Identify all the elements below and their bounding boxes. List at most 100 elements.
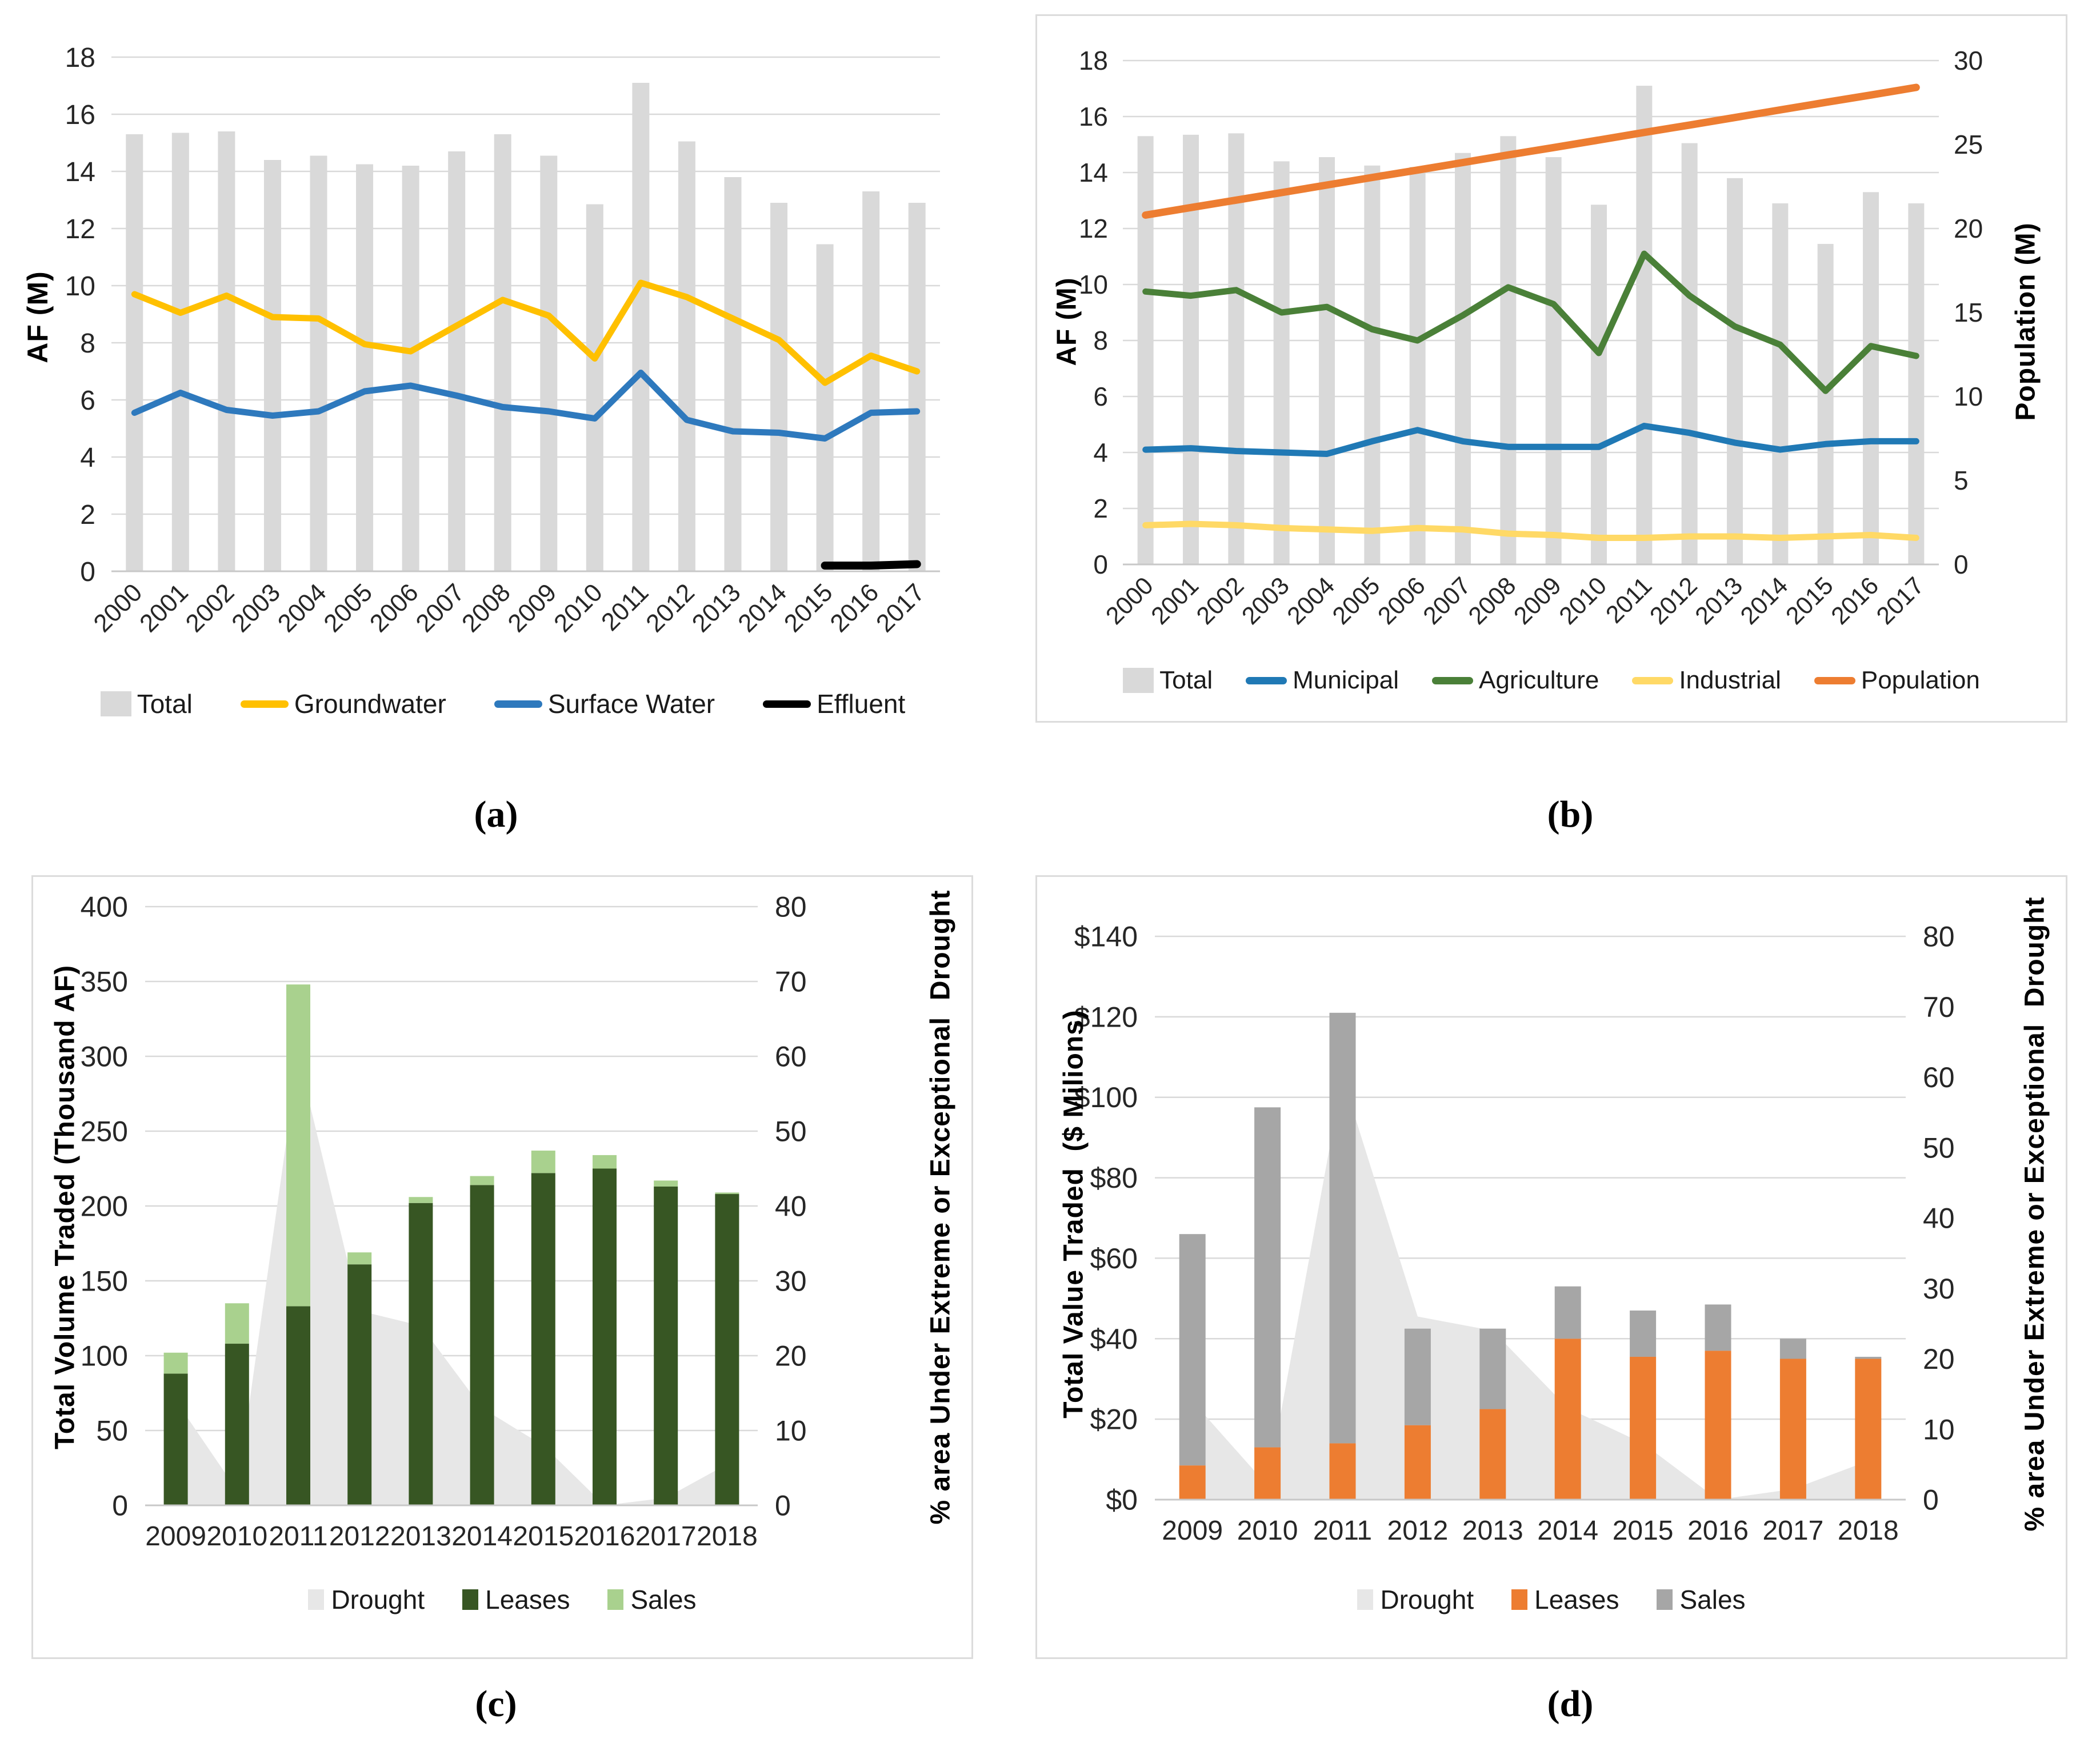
x-axis-label: 2015 (1613, 1516, 1674, 1546)
y-axis-tick-label: 4 (1093, 438, 1108, 467)
bar-total (171, 133, 189, 571)
line-groundwater (131, 279, 921, 386)
x-axis-label: 2006 (365, 578, 424, 638)
population-legend-swatch (1814, 676, 1855, 684)
y-axis-tick-label: 12 (1079, 214, 1108, 243)
panel-b: 0 2 4 6 8 10 12 14 16 18 0 5 10 15 20 25 30 2000 2001 2002 2… (1035, 14, 2067, 723)
right-y-axis-tick-label: 40 (775, 1191, 807, 1223)
agriculture-legend-swatch (1432, 676, 1473, 684)
y-axis-tick-label: 0 (1093, 550, 1108, 579)
x-axis-label: 2003 (226, 578, 286, 638)
panel-c-legend: Drought Leases Sales (33, 1584, 971, 1615)
y-axis-tick-label: 14 (65, 157, 95, 187)
bar-sales (1705, 1304, 1731, 1351)
right-y-axis-tick-label: 70 (1923, 991, 1955, 1023)
right-y-axis-tick-label: 10 (775, 1415, 807, 1447)
x-axis-label: 2016 (1687, 1516, 1749, 1546)
y-axis-tick-label: 250 (81, 1116, 128, 1148)
bar-total (540, 155, 558, 571)
bar-total (1545, 157, 1562, 564)
right-y-axis-tick-label: 10 (1954, 382, 1983, 411)
panel-d-y-axis-title: Total Value Traded ($ Milions) (1058, 1009, 1089, 1419)
right-y-axis-tick-label: 10 (1923, 1413, 1955, 1445)
bar-sales (163, 1352, 188, 1374)
x-axis-label: 2009 (145, 1521, 206, 1552)
legend-label: Total (1159, 666, 1213, 694)
bar-sales (1404, 1328, 1431, 1425)
bar-leases (1855, 1359, 1882, 1500)
legend-label: Leases (485, 1585, 570, 1614)
bar-leases (1254, 1447, 1281, 1500)
drought-legend-swatch (308, 1589, 325, 1610)
effluent-legend-swatch (763, 700, 811, 708)
y-axis-tick-label: 2 (80, 500, 95, 530)
x-axis-label: 2011 (269, 1521, 327, 1552)
caption-b: (b) (1547, 794, 1594, 835)
right-y-axis-tick-label: 30 (1954, 46, 1983, 75)
y-axis-tick-label: $40 (1090, 1323, 1138, 1355)
bar-total (263, 160, 281, 571)
bar-total (1500, 136, 1517, 565)
x-axis-label: 2010 (1554, 572, 1612, 630)
bar-total (1636, 86, 1653, 565)
bar-sales (1254, 1107, 1281, 1448)
bar-total (1409, 167, 1426, 564)
right-y-axis-tick-label: 0 (775, 1490, 791, 1522)
right-y-axis-tick-label: 40 (1923, 1203, 1955, 1235)
panel-b-y-axis-title: AF (M) (1051, 277, 1082, 366)
bar-sales (225, 1303, 249, 1344)
y-axis-tick-label: 0 (112, 1490, 128, 1522)
x-axis-label: 2008 (1463, 572, 1522, 630)
x-axis-label: 2013 (1690, 572, 1748, 630)
x-axis-label: 2017 (635, 1521, 697, 1552)
right-y-axis-tick-label: 0 (1954, 550, 1969, 579)
panel-a: 0 2 4 6 8 10 12 14 16 18 2000 2001 2002 2003 2004 2005 2… (0, 0, 1006, 760)
x-axis-label: 2013 (1462, 1516, 1523, 1546)
legend-label: Effluent (817, 689, 906, 719)
legend-item-leases: Leases (462, 1584, 570, 1615)
x-axis-label: 2004 (1282, 572, 1340, 630)
x-axis-label: 2014 (1537, 1516, 1598, 1546)
legend-label: Groundwater (294, 689, 446, 719)
bar-total (1183, 134, 1199, 565)
bar-total (310, 155, 327, 571)
bar-total (448, 151, 466, 571)
legend-item-agriculture: Agriculture (1432, 666, 1599, 695)
y-axis-tick-label: 10 (1079, 270, 1108, 299)
right-y-axis-tick-label: 20 (1923, 1343, 1955, 1375)
legend-label: Municipal (1293, 666, 1399, 694)
legend-label: Industrial (1679, 666, 1781, 694)
line-industrial (1142, 520, 1919, 541)
x-axis-label: 2001 (134, 578, 194, 638)
panel-a-y-axis-title: AF (M) (22, 271, 54, 363)
caption-d: (d) (1547, 1683, 1594, 1725)
x-axis-label: 2005 (1327, 572, 1386, 630)
bar-leases (1479, 1409, 1506, 1500)
x-axis-label: 2005 (318, 578, 378, 638)
bar-total (1455, 153, 1471, 564)
bar-total (1863, 192, 1879, 564)
x-axis-label: 2013 (390, 1521, 451, 1552)
drought-legend-swatch (1357, 1589, 1374, 1610)
x-axis-label: 2001 (1146, 572, 1204, 630)
x-axis-label: 2015 (513, 1521, 574, 1552)
line-municipal (1142, 423, 1919, 457)
bar-total (494, 134, 511, 571)
legend-item-total: Total (1123, 666, 1213, 695)
bar-total (1727, 178, 1743, 564)
x-axis-label: 2011 (596, 578, 654, 636)
x-axis-label: 2007 (1418, 572, 1476, 630)
y-axis-tick-label: $120 (1074, 1001, 1138, 1033)
y-axis-tick-label: $20 (1090, 1404, 1138, 1436)
bar-sales (409, 1197, 433, 1203)
bar-total (402, 166, 419, 571)
legend-item-sales: Sales (1657, 1584, 1746, 1615)
right-y-axis-tick-label: 20 (775, 1340, 807, 1372)
bar-sales (1179, 1234, 1206, 1466)
bar-sales (286, 984, 310, 1307)
right-y-axis-tick-label: 15 (1954, 298, 1983, 327)
y-axis-tick-label: 12 (65, 214, 95, 245)
right-y-axis-tick-label: 0 (1923, 1484, 1939, 1516)
total-legend-swatch (100, 691, 131, 716)
y-axis-tick-label: $80 (1090, 1162, 1138, 1194)
